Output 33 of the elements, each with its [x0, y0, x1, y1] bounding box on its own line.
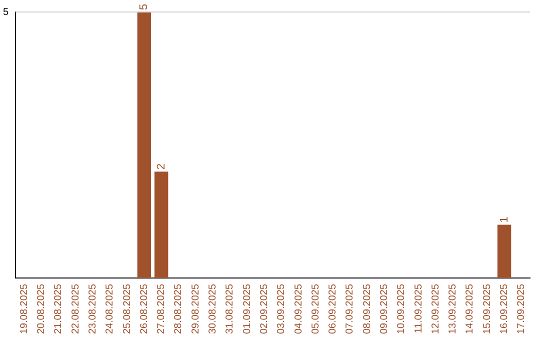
x-tick-label: 21.08.2025: [53, 284, 64, 334]
x-tick-label: 17.09.2025: [516, 284, 528, 334]
x-tick-label: 29.08.2025: [190, 284, 202, 334]
x-tick-label: 08.09.2025: [362, 284, 373, 334]
x-tick-label: 24.08.2025: [104, 284, 116, 334]
x-tick-label: 07.09.2025: [344, 284, 356, 334]
x-tick-label: 14.09.2025: [464, 284, 476, 334]
x-tick-label: 25.08.2025: [122, 284, 133, 334]
x-tick-label: 10.09.2025: [396, 284, 408, 334]
x-tick-label: 20.08.2025: [36, 284, 48, 334]
x-tick-label: 01.09.2025: [242, 284, 253, 334]
data-label: 5: [138, 4, 150, 10]
x-tick-label: 31.08.2025: [224, 284, 236, 334]
x-tick-label: 13.09.2025: [448, 284, 459, 334]
x-tick-label: 27.08.2025: [156, 284, 168, 334]
x-tick-label: 12.09.2025: [430, 284, 442, 334]
x-tick-label: 19.08.2025: [18, 284, 30, 334]
x-tick-label: 22.08.2025: [70, 284, 82, 334]
x-tick-label: 11.09.2025: [413, 284, 424, 334]
x-tick-label: 06.09.2025: [328, 284, 339, 334]
x-tick-label: 05.09.2025: [310, 284, 322, 334]
x-tick-label: 02.09.2025: [258, 284, 270, 334]
x-tick-label: 09.09.2025: [378, 284, 390, 334]
x-tick-label: 23.08.2025: [87, 284, 98, 334]
x-tick-label: 16.09.2025: [499, 284, 510, 334]
x-tick-label: 26.08.2025: [138, 284, 150, 334]
data-label: 1: [498, 216, 510, 223]
x-tick-label: 15.09.2025: [482, 284, 493, 334]
x-tick-label: 28.08.2025: [173, 284, 184, 334]
data-label: 2: [155, 163, 168, 170]
x-tick-label: 04.09.2025: [293, 284, 304, 334]
x-tick-label: 30.08.2025: [208, 284, 219, 334]
x-tick-label: 03.09.2025: [276, 284, 288, 334]
